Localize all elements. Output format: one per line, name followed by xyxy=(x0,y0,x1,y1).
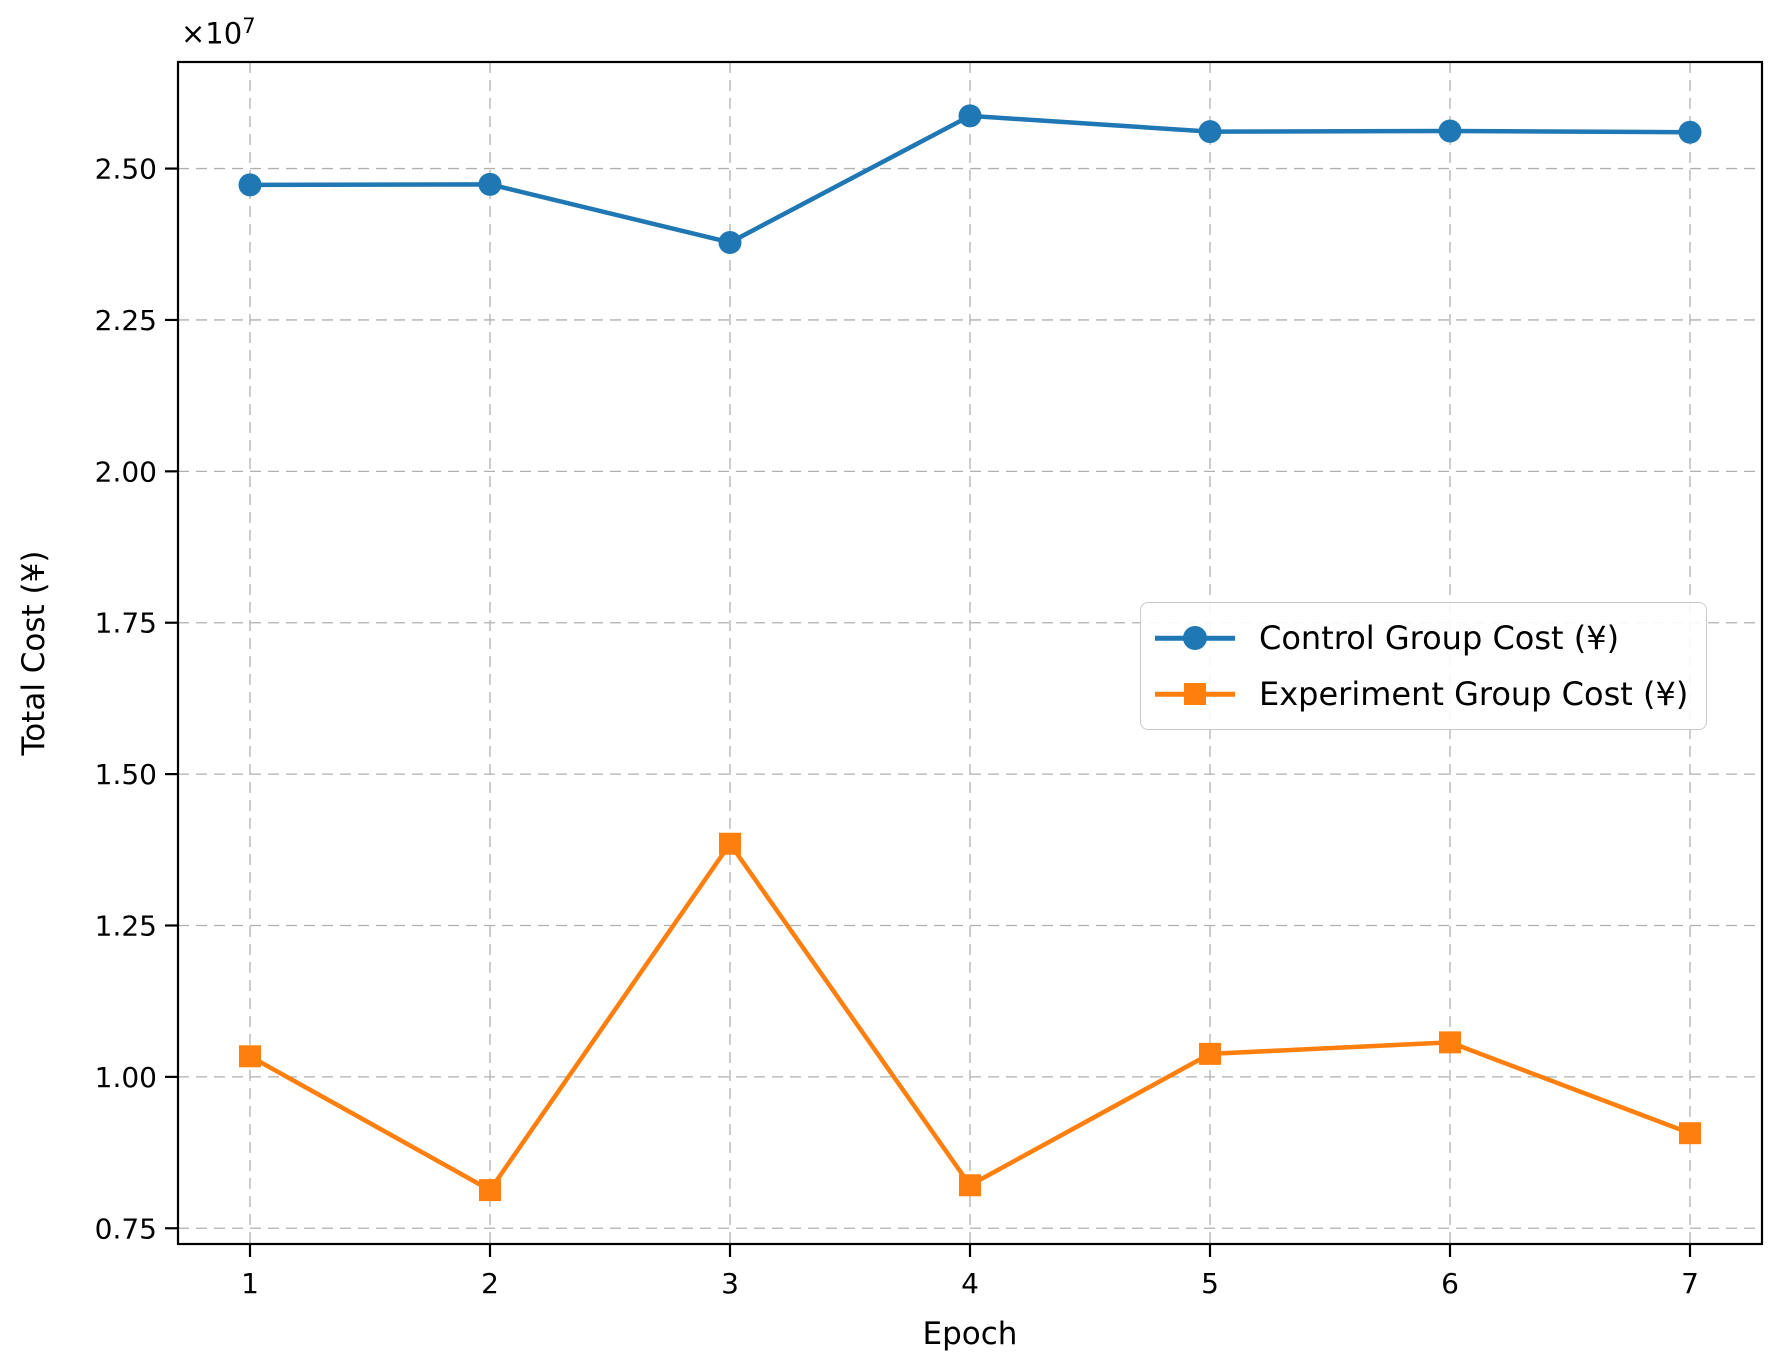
control-marker xyxy=(1198,120,1222,144)
x-axis-ticks: 1 2 3 4 5 6 7 xyxy=(241,1244,1699,1300)
y-tick-label: 1.50 xyxy=(95,758,157,791)
legend-label-control: Control Group Cost (¥) xyxy=(1259,619,1620,657)
legend-item-control: Control Group Cost (¥) xyxy=(1155,619,1688,657)
control-marker xyxy=(718,230,742,254)
experiment-series xyxy=(239,832,1701,1202)
y-axis-label: Total Cost (¥) xyxy=(16,550,52,756)
legend: Control Group Cost (¥) Experiment Group … xyxy=(1140,602,1708,730)
offset-base: ×10 xyxy=(181,16,243,51)
experiment-marker xyxy=(479,1179,501,1202)
experiment-line-square-marker-icon xyxy=(1155,679,1235,709)
x-tick-label: 3 xyxy=(721,1267,739,1300)
experiment-marker xyxy=(719,832,741,855)
experiment-marker xyxy=(959,1174,981,1197)
control-marker xyxy=(1678,120,1702,144)
y-axis-offset-text: ×107 xyxy=(181,14,256,51)
y-tick-label: 2.25 xyxy=(95,304,157,337)
control-series xyxy=(238,104,1702,254)
legend-item-experiment: Experiment Group Cost (¥) xyxy=(1155,675,1688,713)
control-marker xyxy=(478,172,502,196)
y-tick-label: 2.50 xyxy=(95,153,157,186)
x-tick-label: 2 xyxy=(481,1267,499,1300)
y-tick-label: 1.00 xyxy=(95,1061,157,1094)
x-tick-label: 1 xyxy=(241,1267,259,1300)
x-tick-label: 4 xyxy=(961,1267,979,1300)
y-tick-label: 2.00 xyxy=(95,455,157,488)
y-tick-label: 1.75 xyxy=(95,607,157,640)
experiment-marker xyxy=(239,1045,261,1068)
control-marker xyxy=(1438,119,1462,143)
experiment-marker xyxy=(1439,1031,1461,1054)
experiment-marker xyxy=(1199,1042,1221,1065)
x-tick-label: 6 xyxy=(1441,1267,1459,1300)
x-tick-label: 7 xyxy=(1681,1267,1699,1300)
control-line-circle-marker-icon xyxy=(1155,623,1235,653)
control-marker xyxy=(958,104,982,128)
offset-exponent: 7 xyxy=(242,14,256,38)
y-tick-label: 1.25 xyxy=(95,909,157,942)
experiment-marker xyxy=(1679,1122,1701,1145)
y-axis-ticks: 0.75 1.00 1.25 1.50 1.75 2.00 2.25 2.50 xyxy=(95,153,178,1245)
x-tick-label: 5 xyxy=(1201,1267,1219,1300)
legend-label-experiment: Experiment Group Cost (¥) xyxy=(1259,675,1689,713)
y-tick-label: 0.75 xyxy=(95,1212,157,1245)
legend-square-marker-icon xyxy=(1184,683,1206,705)
x-axis-label: Epoch xyxy=(922,1316,1018,1352)
legend-circle-marker-icon xyxy=(1183,626,1207,650)
control-marker xyxy=(238,173,262,197)
